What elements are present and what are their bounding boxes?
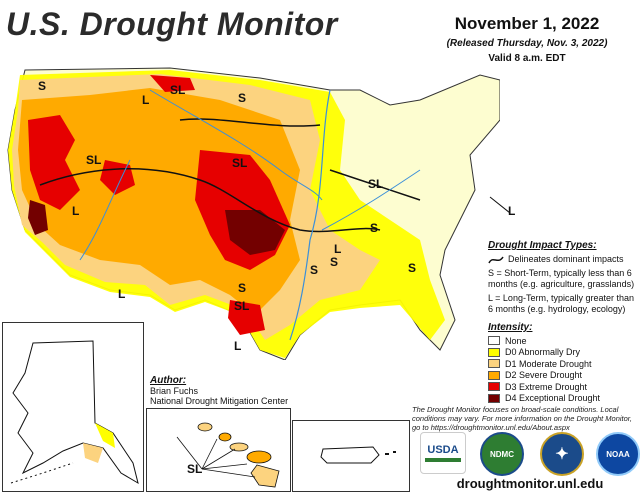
legend-row-d1: D1 Moderate Drought	[488, 358, 638, 370]
impact-line-3	[329, 169, 421, 201]
website-url[interactable]: droughtmonitor.unl.edu	[456, 476, 604, 491]
swatch-d0	[488, 347, 500, 357]
author-name: Brian Fuchs	[150, 386, 199, 396]
hawaii-map: SL	[176, 422, 280, 488]
intensity-heading: Intensity:	[488, 322, 533, 333]
d4-area-plains	[225, 210, 285, 255]
swatch-d4	[488, 393, 500, 403]
ndmc-logo: NDMC	[480, 432, 524, 476]
map-label-s: S	[238, 91, 246, 105]
map-label-s: S	[238, 281, 246, 295]
legend-label: D3 Extreme Drought	[505, 381, 588, 392]
map-label-s: S	[310, 263, 318, 277]
swatch-d2	[488, 370, 500, 380]
map-label-sl: SL	[232, 156, 247, 170]
disclaimer-text: The Drought Monitor focuses on broad-sca…	[412, 405, 632, 432]
usda-logo: USDA	[420, 432, 466, 474]
legend-label: D4 Exceptional Drought	[505, 393, 601, 404]
map-label-l: L	[142, 93, 149, 107]
map-label-l: L	[334, 242, 341, 256]
hawaii-inset: SL	[146, 408, 291, 492]
map-label-l: L	[72, 204, 79, 218]
map-label-sl: SL	[234, 299, 249, 313]
map-label-s: S	[38, 79, 46, 93]
usda-logo-text: USDA	[427, 444, 459, 456]
river-mississippi	[289, 89, 331, 341]
map-label-l: L	[118, 287, 125, 301]
impact-line-row: Delineates dominant impacts	[488, 254, 638, 265]
map-label-sl: SL	[86, 153, 101, 167]
legend-label: None	[505, 335, 527, 346]
swatch-none	[488, 336, 500, 346]
intensity-legend: Intensity: None D0 Abnormally Dry D1 Mod…	[488, 322, 638, 404]
map-label-s: S	[370, 221, 378, 235]
impact-heading: Drought Impact Types:	[488, 240, 597, 251]
release-date: (Released Thursday, Nov. 3, 2022)	[446, 38, 608, 49]
puerto-rico-inset	[292, 420, 410, 492]
noaa-logo-text: NOAA	[606, 449, 630, 459]
map-label-sl: SL	[170, 83, 185, 97]
alaska-map	[10, 340, 139, 485]
d4-area-ca	[28, 200, 48, 235]
river-colorado	[79, 159, 131, 261]
river-ohio	[321, 169, 421, 231]
river-missouri	[149, 89, 323, 201]
agency-logos: USDA NDMC ✦ NOAA	[420, 432, 640, 476]
legend-label: D2 Severe Drought	[505, 370, 583, 381]
d3-area-west	[28, 115, 80, 210]
map-label-l: L	[234, 339, 241, 353]
legend-row-d2: D2 Severe Drought	[488, 370, 638, 382]
author-block: Author: Brian Fuchs National Drought Mit…	[150, 375, 288, 406]
swatch-d3	[488, 382, 500, 392]
d3-area-north	[150, 75, 195, 92]
map-label-l-east: L	[508, 204, 516, 218]
map-date: November 1, 2022	[454, 14, 600, 33]
impact-short-term: S = Short-Term, typically less than 6 mo…	[488, 268, 635, 289]
impact-line-2	[179, 118, 321, 127]
impact-line-desc: Delineates dominant impacts	[508, 254, 624, 264]
legend-row-d3: D3 Extreme Drought	[488, 381, 638, 393]
puerto-rico-map	[320, 446, 396, 464]
valid-time: Valid 8 a.m. EDT	[488, 53, 566, 64]
legend-row-d0: D0 Abnormally Dry	[488, 347, 638, 359]
noaa-logo: NOAA	[596, 432, 640, 476]
impact-line-icon	[488, 256, 504, 263]
legend-label: D1 Moderate Drought	[505, 358, 592, 369]
impact-legend: Drought Impact Types: Delineates dominan…	[488, 240, 638, 318]
d3-area-tx	[228, 300, 265, 335]
impact-line-1	[39, 168, 381, 233]
legend-row-none: None	[488, 335, 638, 347]
map-label-s: S	[330, 255, 338, 269]
usda-logo-stripe	[425, 458, 461, 462]
author-heading: Author:	[150, 375, 187, 386]
hawaii-label-sl: SL	[187, 462, 202, 476]
map-label-s: S	[408, 261, 416, 275]
eagle-icon: ✦	[555, 446, 569, 463]
ndmc-logo-text: NDMC	[490, 449, 514, 459]
legend-row-d4: D4 Exceptional Drought	[488, 393, 638, 405]
map-title: U.S. Drought Monitor	[6, 6, 338, 42]
alaska-inset	[2, 322, 144, 492]
map-label-sl: SL	[368, 177, 383, 191]
impact-long-term: L = Long-Term, typically greater than 6 …	[488, 293, 634, 314]
swatch-d1	[488, 359, 500, 369]
l-pointer-line	[489, 196, 511, 214]
conus-drought-map: S L SL S SL SL SL L S L S S S S L SL L L	[7, 67, 500, 360]
author-org: National Drought Mitigation Center	[150, 396, 289, 406]
commerce-seal-icon: ✦	[540, 432, 584, 476]
legend-label: D0 Abnormally Dry	[505, 347, 581, 358]
